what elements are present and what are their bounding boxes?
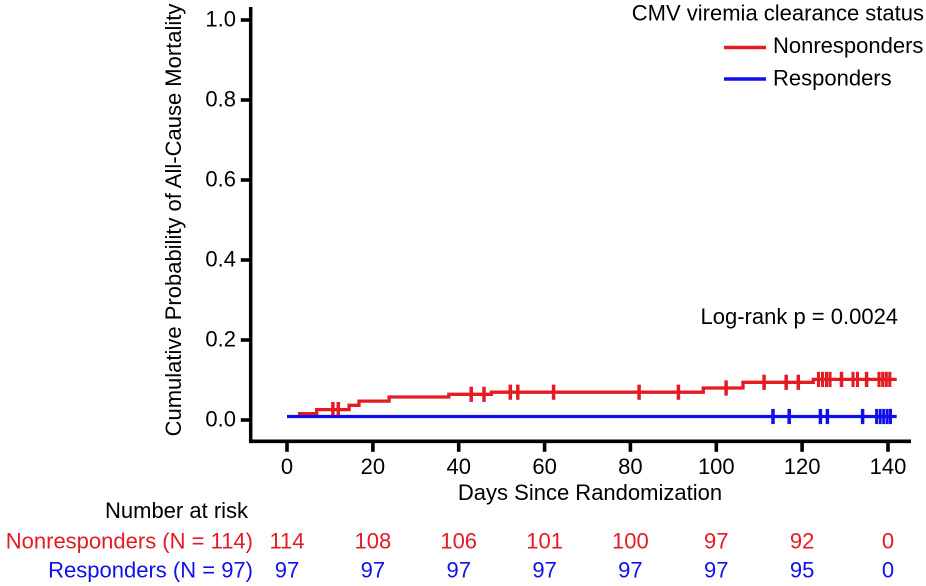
svg-text:97: 97	[704, 529, 728, 554]
svg-text:101: 101	[526, 529, 563, 554]
svg-text:100: 100	[698, 454, 735, 479]
svg-text:120: 120	[784, 454, 821, 479]
svg-text:97: 97	[446, 558, 470, 583]
svg-text:92: 92	[790, 529, 814, 554]
svg-text:140: 140	[870, 454, 907, 479]
svg-text:Responders (N = 97): Responders (N = 97)	[48, 558, 253, 583]
svg-text:0.0: 0.0	[205, 407, 236, 432]
svg-text:Nonresponders: Nonresponders	[773, 33, 923, 58]
svg-text:97: 97	[532, 558, 556, 583]
svg-text:0: 0	[882, 529, 894, 554]
svg-text:20: 20	[361, 454, 385, 479]
svg-text:114: 114	[269, 529, 304, 554]
svg-text:97: 97	[704, 558, 728, 583]
svg-text:0: 0	[882, 558, 894, 583]
svg-text:Cumulative Probability of All-: Cumulative Probability of All-Cause Mort…	[161, 4, 186, 437]
svg-text:40: 40	[446, 454, 470, 479]
svg-text:0.2: 0.2	[205, 327, 236, 352]
svg-text:Log-rank p = 0.0024: Log-rank p = 0.0024	[701, 304, 899, 329]
svg-text:CMV viremia clearance status: CMV viremia clearance status	[632, 1, 924, 26]
svg-text:Days Since Randomization: Days Since Randomization	[458, 480, 722, 505]
svg-text:Number at risk: Number at risk	[105, 498, 249, 523]
svg-text:106: 106	[440, 529, 477, 554]
svg-text:108: 108	[355, 529, 392, 554]
svg-text:Nonresponders (N = 114): Nonresponders (N = 114)	[6, 529, 253, 554]
svg-text:1.0: 1.0	[205, 7, 236, 32]
svg-text:97: 97	[275, 558, 299, 583]
svg-text:80: 80	[618, 454, 642, 479]
svg-text:0.4: 0.4	[205, 247, 236, 272]
svg-text:100: 100	[612, 529, 649, 554]
svg-text:0.8: 0.8	[205, 87, 236, 112]
svg-text:95: 95	[790, 558, 814, 583]
svg-text:97: 97	[361, 558, 385, 583]
svg-text:60: 60	[532, 454, 556, 479]
svg-text:97: 97	[618, 558, 642, 583]
svg-text:0.6: 0.6	[205, 167, 236, 192]
svg-text:Responders: Responders	[773, 66, 892, 91]
svg-text:0: 0	[281, 454, 293, 479]
